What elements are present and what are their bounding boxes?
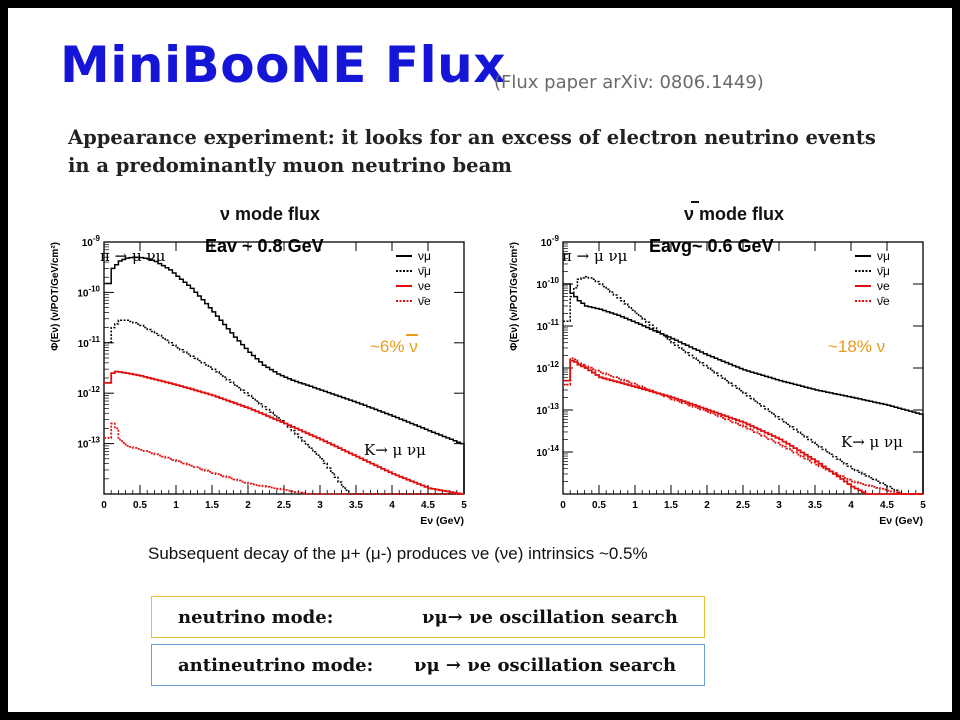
chart-right-x-tick-label: 2 (704, 500, 710, 511)
chart-right-legend-label: νμ (877, 249, 890, 263)
chart-right-y-tick-label: 10-14 (536, 444, 559, 459)
chart-left-legend-label: ν̄μ (418, 264, 431, 278)
chart-left-y-tick-label: 10-13 (77, 436, 100, 451)
chart-left-y-tick-label: 10-12 (77, 385, 100, 400)
chart-right-pion-label: π → μ νμ (562, 247, 628, 265)
chart-left-legend-label: νe (418, 279, 431, 293)
chart-left-series-0 (104, 256, 465, 494)
chart-left-y-axis-label: Φ(Eν) (ν/POT/GeV/cm²) (50, 242, 61, 351)
intro-line-2: in a predominantly muon neutrino beam (68, 154, 512, 177)
page-subtitle: (Flux paper arXiv: 0806.1449) (494, 72, 764, 93)
chart-right-title: ν mode flux (684, 201, 785, 225)
chart-left-note-text: ~6% ν (370, 337, 418, 356)
chart-right-y-tick-label: 10-13 (536, 402, 559, 417)
chart-right-x-tick-label: 3.5 (808, 500, 822, 511)
chart-right-x-tick-label: 0.5 (592, 500, 606, 511)
page-title: MiniBooNE Flux (60, 36, 506, 94)
chart-left-legend-label: νμ (418, 249, 431, 263)
slide: MiniBooNE Flux (Flux paper arXiv: 0806.1… (8, 8, 952, 712)
antineutrino-mode-label: antineutrino mode: (178, 655, 374, 676)
chart-right-y-tick-label: 10-9 (541, 234, 560, 249)
chart-right-x-tick-label: 4.5 (880, 500, 894, 511)
chart-left-series-2 (104, 370, 464, 495)
chart-left-series-1 (104, 319, 464, 495)
chart-right-series-1 (563, 275, 923, 495)
chart-right-x-tick-label: 2.5 (736, 500, 750, 511)
chart-right-y-axis-label: Φ(Eν) (ν/POT/GeV/cm²) (509, 242, 520, 351)
subsequent-decay-text: Subsequent decay of the μ+ (μ-) produces… (148, 544, 648, 563)
chart-left-y-tick-label: 10-10 (77, 284, 100, 299)
chart-left-x-tick-label: 4 (389, 500, 395, 511)
chart-left-legend-label: ν̄e (418, 294, 431, 308)
chart-left-title: ν mode flux (220, 204, 321, 224)
chart-left: 0 0.5 1 1.5 2 2.5 3 3.5 4 4.5 5 10-9 10-10 10-11 10-12… (50, 234, 467, 527)
chart-right-series-0 (563, 283, 924, 494)
chart-left-energy-label: Eav ~ 0.8 GeV (205, 236, 324, 256)
chart-right-x-tick-label: 5 (920, 500, 926, 511)
chart-right-legend-label: ν̄e (877, 294, 890, 308)
neutrino-mode-channel: νμ→ νe oscillation search (422, 607, 678, 628)
chart-right-kaon-label: K→ μ νμ (841, 433, 903, 451)
intro-line-1: Appearance experiment: it looks for an e… (68, 126, 876, 149)
chart-right-legend-label: νe (877, 279, 890, 293)
chart-left-anti-fraction-note: ~6% ν (370, 334, 418, 357)
chart-right-x-tick-label: 1 (632, 500, 638, 511)
chart-left-x-tick-label: 5 (461, 500, 467, 511)
chart-right: 0 0.5 1 1.5 2 2.5 3 3.5 4 4.5 5 10-9 10-10 10-11 10-12… (509, 234, 926, 527)
chart-left-x-tick-label: 3.5 (349, 500, 363, 511)
chart-left-y-tick-label: 10-11 (78, 335, 101, 350)
chart-left-x-tick-label: 1 (173, 500, 179, 511)
chart-right-title-overbar (691, 201, 699, 203)
chart-left-plot-frame (103, 241, 465, 495)
chart-right-x-tick-label: 1.5 (664, 500, 678, 511)
chart-left-x-tick-label: 3 (317, 500, 323, 511)
chart-right-series-2 (563, 359, 923, 495)
chart-left-y-tick-label: 10-9 (82, 234, 101, 249)
chart-right-x-axis-label: Eν (GeV) (879, 515, 923, 527)
chart-right-x-tick-label: 3 (776, 500, 782, 511)
chart-right-series-3 (563, 357, 923, 495)
intro-text: Appearance experiment: it looks for an e… (68, 124, 918, 180)
antineutrino-mode-channel: νμ → νe oscillation search (414, 655, 677, 676)
chart-right-y-tick-label: 10-11 (537, 318, 560, 333)
chart-left-x-tick-label: 2 (245, 500, 251, 511)
chart-left-x-tick-label: 0.5 (133, 500, 147, 511)
chart-right-energy-label: Eavg~ 0.6 GeV (649, 236, 774, 256)
chart-right-x-tick-label: 4 (848, 500, 854, 511)
chart-left-pion-label: π → μ νμ (100, 247, 166, 265)
neutrino-mode-label: neutrino mode: (178, 607, 334, 628)
chart-right-y-tick-label: 10-10 (536, 276, 559, 291)
chart-left-x-tick-label: 4.5 (421, 500, 435, 511)
note-overbar (405, 334, 418, 336)
chart-right-title-text: ν mode flux (684, 204, 785, 224)
chart-right-legend-label: ν̄μ (877, 264, 890, 278)
antineutrino-mode-box: antineutrino mode: νμ → νe oscillation s… (151, 644, 705, 686)
chart-left-kaon-label: K→ μ νμ (364, 441, 426, 459)
chart-left-x-axis-label: Eν (GeV) (420, 515, 464, 527)
chart-left-x-tick-label: 2.5 (277, 500, 291, 511)
chart-right-x-tick-label: 0 (560, 500, 566, 511)
chart-right-anti-fraction-note: ~18% ν (828, 337, 886, 356)
chart-left-x-tick-label: 0 (101, 500, 107, 511)
chart-right-y-tick-label: 10-12 (536, 360, 559, 375)
neutrino-mode-box: neutrino mode: νμ→ νe oscillation search (151, 596, 705, 638)
chart-left-x-tick-label: 1.5 (205, 500, 219, 511)
